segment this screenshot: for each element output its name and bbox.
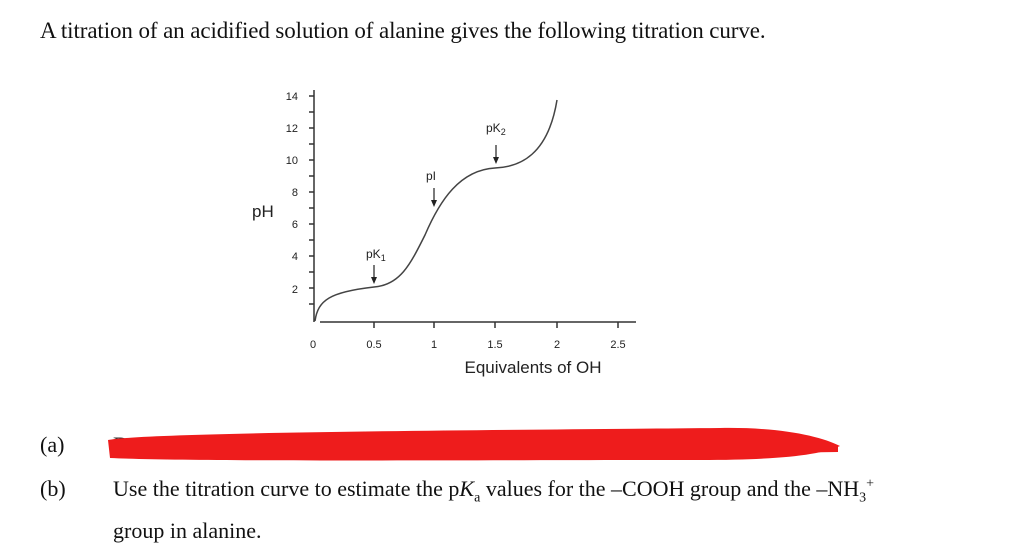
y-tick-labels: 14 12 10 8 6 4 2	[286, 91, 298, 296]
svg-text:pI: pI	[426, 169, 436, 183]
x-tick-label: 1.5	[487, 339, 502, 351]
x-tick-label: 0.5	[366, 339, 381, 351]
y-tick-label: 6	[292, 219, 298, 231]
arrow-down-icon	[371, 277, 377, 284]
x-tick-label: 0	[310, 339, 316, 351]
y-tick-label: 4	[292, 251, 298, 263]
y-tick-label: 8	[292, 187, 298, 199]
titration-curve	[314, 99, 558, 322]
svg-text:pK1: pK1	[366, 247, 386, 263]
arrow-down-icon	[493, 157, 499, 164]
question-b-text: Use the titration curve to estimate the …	[113, 476, 875, 506]
x-tick-labels: 0 0.5 1 1.5 2 2.5	[310, 339, 626, 351]
annotation-pk2: pK2	[486, 121, 506, 164]
y-axis	[309, 90, 315, 322]
x-tick-label: 2	[554, 339, 560, 351]
x-axis	[320, 321, 636, 328]
intro-text: A titration of an acidified solution of …	[40, 18, 766, 43]
y-axis-label: pH	[252, 202, 274, 221]
x-axis-label: Equivalents of OH	[464, 358, 601, 377]
y-tick-label: 10	[286, 155, 298, 167]
y-tick-label: 2	[292, 284, 298, 296]
x-tick-label: 1	[431, 339, 437, 351]
question-b-text-line2: group in alanine.	[113, 518, 262, 543]
svg-text:pK2: pK2	[486, 121, 506, 137]
titration-chart: 14 12 10 8 6 4 2 pH 0 0.5 1 1.5 2 2.5 Eq…	[252, 90, 636, 377]
y-tick-label: 14	[286, 91, 298, 103]
annotation-pi: pI	[426, 169, 437, 207]
question-b-label: (b)	[40, 476, 66, 501]
annotation-pk1: pK1	[366, 247, 386, 284]
x-tick-label: 2.5	[610, 339, 625, 351]
question-a-label: (a)	[40, 432, 65, 457]
y-tick-label: 12	[286, 123, 298, 135]
arrow-down-icon	[431, 200, 437, 207]
